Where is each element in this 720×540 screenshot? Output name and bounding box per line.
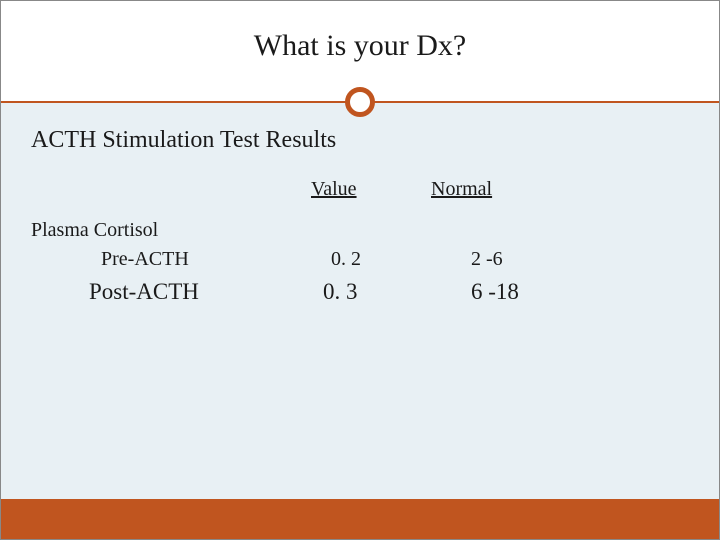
header-normal: Normal — [431, 178, 571, 201]
row-value: 0. 2 — [311, 248, 431, 271]
table-row: Post-ACTH 0. 3 6 -18 — [31, 279, 689, 305]
row-label: Post-ACTH — [31, 279, 311, 305]
header-value: Value — [311, 178, 431, 201]
page-title: What is your Dx? — [1, 1, 719, 63]
row-normal: 6 -18 — [431, 279, 571, 305]
slide-container: What is your Dx? ACTH Stimulation Test R… — [0, 0, 720, 540]
circle-accent-icon — [345, 87, 375, 117]
row-label: Pre-ACTH — [31, 248, 311, 271]
results-table: Value Normal Plasma Cortisol Pre-ACTH 0.… — [31, 178, 689, 305]
table-header-row: Value Normal — [31, 178, 689, 201]
row-normal: 2 -6 — [431, 248, 571, 271]
table-row: Pre-ACTH 0. 2 2 -6 — [31, 248, 689, 271]
footer-bar — [1, 499, 719, 539]
subtitle: ACTH Stimulation Test Results — [31, 127, 689, 154]
section-label: Plasma Cortisol — [31, 219, 689, 242]
header-spacer — [31, 178, 311, 201]
row-value: 0. 3 — [311, 279, 431, 305]
content-area: ACTH Stimulation Test Results Value Norm… — [1, 103, 719, 499]
title-area: What is your Dx? — [1, 1, 719, 101]
